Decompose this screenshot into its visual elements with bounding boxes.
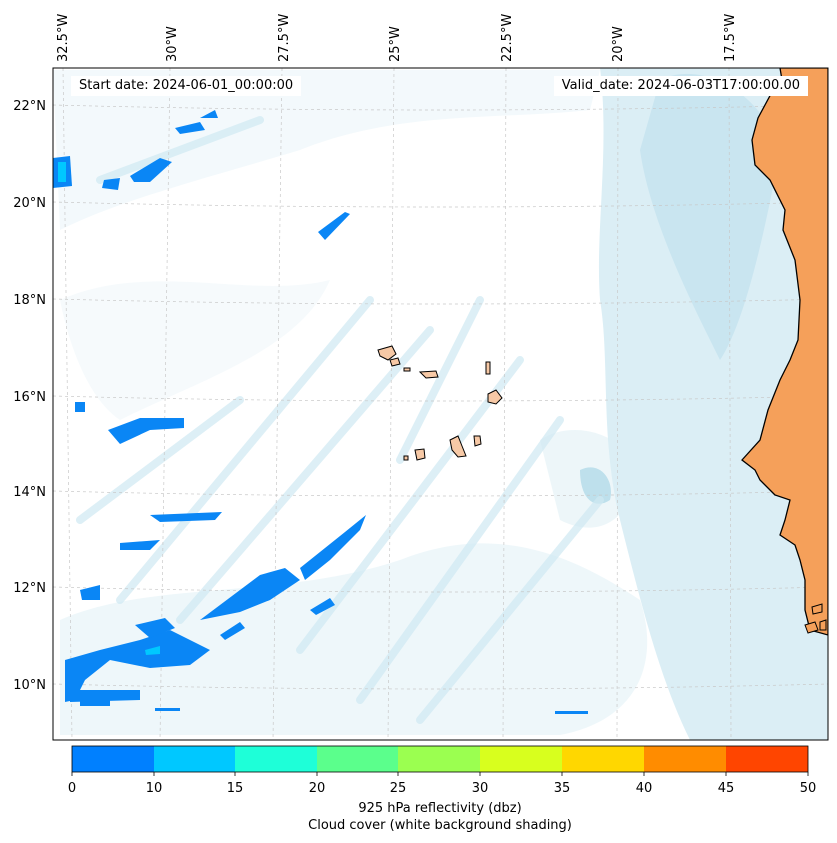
lon-label: 27.5°W (277, 14, 292, 62)
lon-label: 30°W (165, 26, 180, 62)
colorbar-label: 925 hPa reflectivity (dbz) (358, 801, 522, 816)
lon-label: 32.5°W (56, 14, 71, 62)
colorbar-segment (562, 746, 644, 772)
colorbar-segment (154, 746, 235, 772)
colorbar-segment (235, 746, 317, 772)
colorbar-segment (480, 746, 562, 772)
colorbar (71, 745, 809, 776)
colorbar-sublabel: Cloud cover (white background shading) (308, 818, 572, 833)
colorbar-tick-label: 25 (389, 781, 407, 796)
colorbar-tick-label: 10 (145, 781, 163, 796)
colorbar-segment (644, 746, 726, 772)
map-frame (52, 67, 829, 741)
colorbar-segment (72, 746, 154, 772)
lat-label: 18°N (13, 293, 46, 308)
african-coast (741, 68, 828, 636)
longitude-labels: 32.5°W 30°W 27.5°W 25°W 22.5°W 20°W 17.5… (56, 14, 738, 62)
lat-label: 16°N (13, 390, 46, 405)
colorbar-tick-label: 30 (471, 781, 489, 796)
reflectivity-cyan-patches (145, 646, 160, 655)
colorbar-tick-label: 50 (799, 781, 817, 796)
lon-label: 22.5°W (500, 14, 515, 62)
colorbar-tick-label: 0 (67, 781, 77, 796)
colorbar-tick-label: 20 (308, 781, 326, 796)
lat-label: 12°N (13, 581, 46, 596)
cape-verde-islands (377, 345, 503, 461)
colorbar-segment (726, 746, 808, 772)
colorbar-tick-label: 45 (717, 781, 735, 796)
bissau-islands (804, 603, 827, 634)
lon-label: 20°W (611, 26, 626, 62)
lat-label: 22°N (13, 99, 46, 114)
colorbar-frame (71, 745, 809, 773)
lon-label: 25°W (388, 26, 403, 62)
lat-label: 10°N (13, 678, 46, 693)
latitude-labels: 22°N 20°N 18°N 16°N 14°N 12°N 10°N (13, 99, 46, 693)
colorbar-tick-label: 15 (226, 781, 244, 796)
colorbar-tick-label: 40 (635, 781, 653, 796)
lat-label: 14°N (13, 485, 46, 500)
colorbar-segment (398, 746, 480, 772)
start-date-label: Start date: 2024-06-01_00:00:00 (71, 76, 302, 96)
colorbar-segment (317, 746, 398, 772)
cloud-streaks (76, 116, 604, 724)
lon-label: 17.5°W (723, 14, 738, 62)
lat-label: 20°N (13, 196, 46, 211)
colorbar-tick-label: 35 (553, 781, 571, 796)
reflectivity-patches (53, 110, 588, 714)
valid-date-label: Valid_date: 2024-06-03T17:00:00.00 (553, 76, 808, 96)
